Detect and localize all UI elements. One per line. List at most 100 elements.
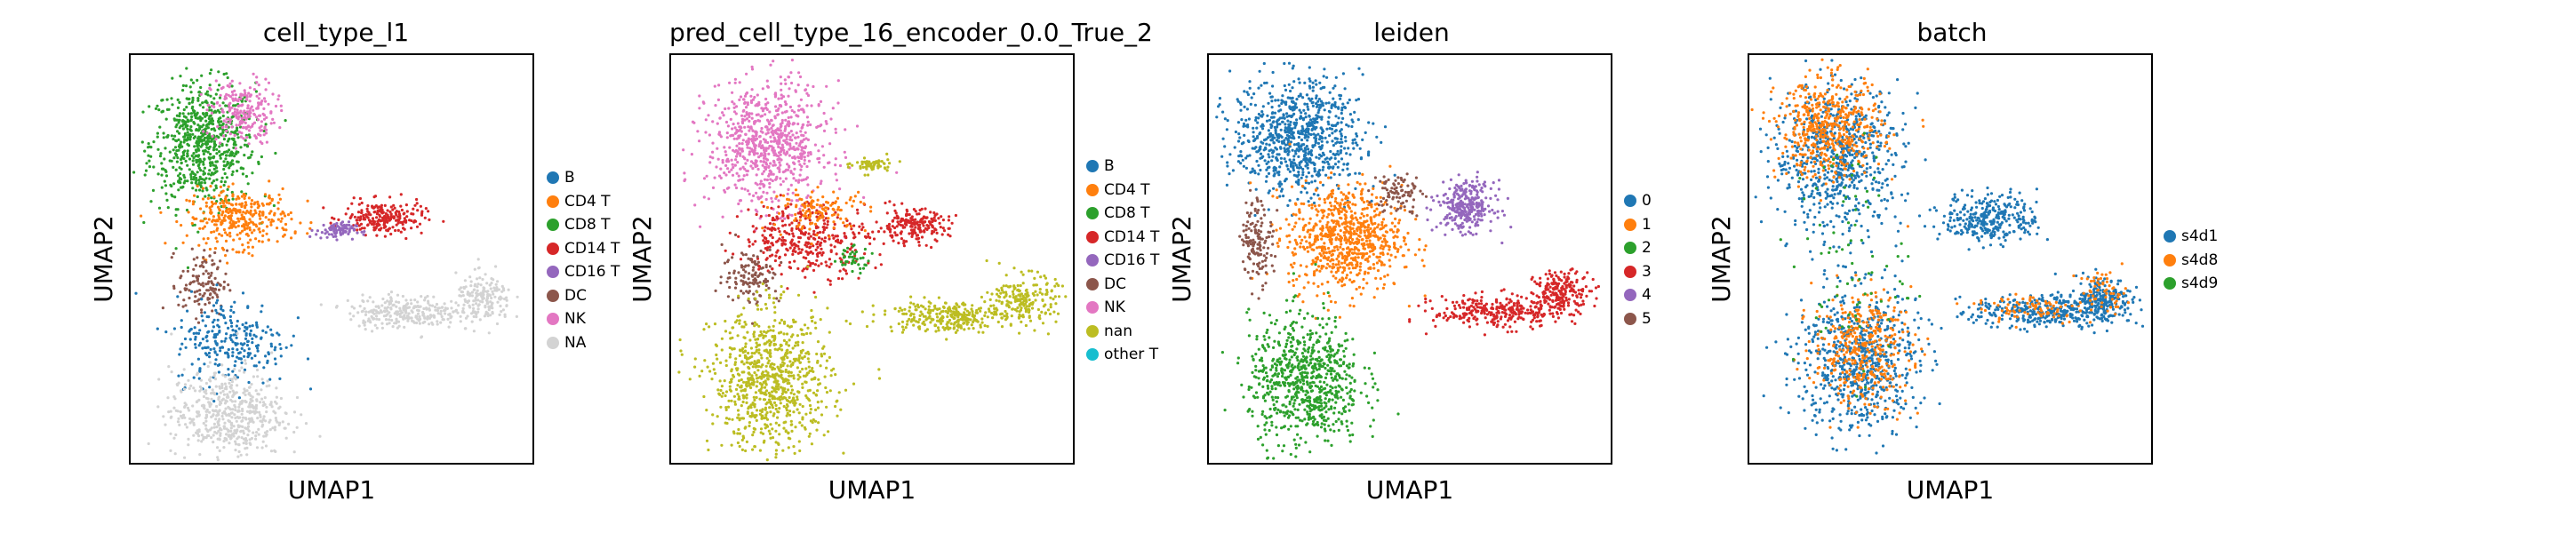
data-point — [750, 65, 754, 68]
data-point — [793, 219, 796, 222]
data-point — [454, 301, 458, 305]
data-point — [177, 148, 180, 152]
data-point — [763, 236, 766, 240]
data-point — [188, 138, 192, 141]
data-point — [772, 139, 776, 143]
data-point — [797, 144, 801, 147]
data-point — [228, 95, 233, 99]
data-point — [780, 219, 784, 223]
data-point — [831, 107, 835, 110]
data-point — [422, 306, 426, 311]
data-point — [736, 384, 740, 387]
data-point — [332, 223, 336, 227]
data-point — [385, 322, 389, 326]
data-point — [737, 235, 740, 238]
data-point — [789, 183, 793, 187]
data-point — [790, 221, 794, 225]
data-point — [802, 110, 805, 114]
data-point — [402, 317, 405, 321]
data-point — [234, 360, 237, 363]
data-point — [232, 146, 236, 149]
data-point — [763, 229, 766, 233]
data-point — [472, 299, 476, 303]
data-point — [836, 205, 840, 209]
data-point — [267, 218, 271, 221]
data-point — [244, 322, 248, 325]
data-point — [218, 145, 221, 148]
data-point — [703, 359, 707, 362]
data-point — [219, 259, 222, 263]
data-point — [198, 292, 202, 296]
data-point — [397, 300, 401, 304]
data-point — [178, 112, 181, 115]
data-point — [820, 247, 823, 251]
data-point — [202, 284, 205, 288]
data-point — [205, 131, 209, 135]
data-point — [784, 396, 788, 400]
data-point — [160, 186, 164, 189]
data-point — [893, 226, 897, 230]
data-point — [210, 397, 213, 401]
legend-item: CD16 T — [547, 260, 620, 284]
data-point — [742, 98, 746, 101]
data-point — [319, 303, 323, 306]
data-point — [325, 235, 329, 239]
data-point — [254, 405, 258, 409]
data-point — [249, 211, 252, 215]
data-point — [208, 137, 212, 140]
data-point — [243, 93, 246, 97]
data-point — [239, 109, 243, 113]
data-point — [230, 106, 234, 109]
data-point — [221, 114, 225, 118]
data-point — [735, 369, 739, 372]
data-point — [335, 221, 339, 226]
data-point — [822, 352, 827, 355]
data-point — [249, 329, 252, 332]
data-point — [475, 294, 478, 298]
data-point — [893, 231, 897, 235]
data-point — [162, 167, 165, 171]
data-point — [909, 217, 913, 220]
data-point — [399, 193, 403, 196]
data-point — [775, 297, 779, 300]
data-point — [225, 201, 228, 204]
data-point — [187, 112, 190, 115]
data-point — [270, 405, 274, 409]
data-point — [738, 354, 741, 357]
data-point — [220, 176, 224, 179]
data-point — [211, 296, 214, 299]
data-point — [206, 364, 210, 369]
data-point — [741, 253, 745, 257]
data-point — [751, 322, 755, 325]
data-point — [743, 101, 747, 105]
data-point — [240, 402, 244, 405]
data-point — [756, 307, 760, 311]
data-point — [490, 296, 493, 300]
data-point — [178, 131, 181, 135]
data-point — [481, 277, 484, 282]
data-point — [255, 81, 259, 84]
data-point — [751, 129, 755, 132]
data-point — [233, 110, 236, 114]
data-point — [308, 227, 312, 230]
data-point — [306, 199, 309, 203]
data-point — [204, 187, 208, 190]
data-point — [214, 418, 218, 421]
data-point — [418, 222, 422, 226]
data-point — [772, 297, 776, 300]
data-point — [768, 222, 772, 226]
data-point — [234, 400, 237, 403]
data-point — [248, 228, 252, 232]
x-axis-label: UMAP1 — [287, 475, 376, 505]
data-point — [166, 206, 170, 210]
data-point — [212, 230, 216, 234]
data-point — [242, 223, 245, 227]
data-point — [213, 251, 217, 255]
data-point — [761, 163, 764, 167]
data-point — [158, 125, 162, 129]
data-point — [228, 378, 231, 381]
data-point — [491, 306, 494, 310]
data-point — [276, 98, 280, 101]
data-point — [798, 207, 802, 211]
data-point — [179, 276, 182, 280]
